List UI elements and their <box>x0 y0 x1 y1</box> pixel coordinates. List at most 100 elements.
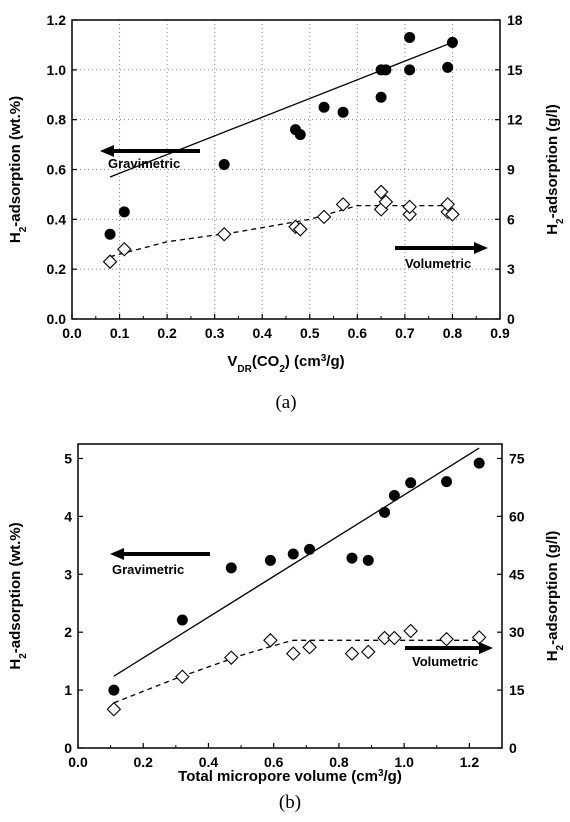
volumetric-point <box>360 644 376 660</box>
gravimetric-point <box>104 228 116 240</box>
gravimetric-point <box>225 562 237 574</box>
y-right-tick-label: 30 <box>509 624 525 640</box>
gravimetric-point <box>404 31 416 43</box>
volumetric-point <box>403 623 418 639</box>
volumetric-arrow-head <box>474 242 488 254</box>
volumetric-point <box>175 669 190 685</box>
volumetric-fit-line <box>113 639 480 704</box>
volumetric-point <box>445 207 460 222</box>
volumetric-point <box>378 194 394 210</box>
volumetric-label: Volumetric <box>405 256 471 271</box>
volumetric-arrow-head <box>479 642 493 654</box>
y-right-axis-label: H2-adsorption (g/l) <box>544 531 566 662</box>
y-left-tick-label: 0.4 <box>47 211 67 227</box>
volumetric-fit-line <box>109 204 453 258</box>
y-left-tick-label: 0.6 <box>47 162 67 178</box>
y-right-tick-label: 0 <box>507 311 515 327</box>
x-axis-label: Total micropore volume (cm3/g) <box>178 768 402 786</box>
gravimetric-point <box>405 477 417 489</box>
volumetric-point <box>292 222 308 237</box>
volumetric-point <box>106 701 122 717</box>
x-tick-label: 0.5 <box>300 325 320 341</box>
gravimetric-arrow-head <box>110 548 124 560</box>
gravimetric-point <box>218 159 230 171</box>
gravimetric-label: Gravimetric <box>112 562 184 577</box>
x-tick-label: 0.9 <box>490 325 510 341</box>
x-tick-label: 0.3 <box>205 325 225 341</box>
y-right-tick-label: 15 <box>509 682 525 698</box>
y-left-tick-label: 1.0 <box>47 62 67 78</box>
gravimetric-arrow-head <box>100 145 114 157</box>
y-right-tick-label: 6 <box>507 211 515 227</box>
volumetric-point <box>377 630 392 646</box>
gravimetric-point <box>264 554 276 566</box>
y-left-axis-label: H2-adsorption (wt.%) <box>7 96 29 243</box>
x-tick-label: 0.2 <box>133 754 153 770</box>
volumetric-point <box>335 197 351 212</box>
gravimetric-point <box>388 490 400 502</box>
x-tick-label: 1.2 <box>460 754 480 770</box>
y-right-tick-label: 45 <box>509 566 525 582</box>
gravimetric-point <box>346 552 358 564</box>
x-tick-label: 0.6 <box>264 754 284 770</box>
gravimetric-point <box>294 129 306 141</box>
y-left-tick-label: 5 <box>64 450 72 466</box>
y-right-tick-label: 60 <box>509 508 525 524</box>
y-right-tick-label: 75 <box>509 450 525 466</box>
y-left-tick-label: 4 <box>64 508 72 524</box>
volumetric-point <box>439 631 454 647</box>
y-right-tick-label: 0 <box>509 740 517 756</box>
volumetric-point <box>263 633 278 648</box>
x-tick-label: 0.0 <box>62 325 82 341</box>
volumetric-point <box>471 630 487 645</box>
y-right-tick-label: 12 <box>507 112 523 128</box>
x-tick-label: 0.2 <box>157 325 177 341</box>
y-left-axis-label: H2-adsorption (wt.%) <box>7 522 29 669</box>
y-right-axis-label: H2-adsorption (g/l) <box>544 104 566 235</box>
x-tick-label: 0.6 <box>348 325 368 341</box>
y-left-tick-label: 2 <box>64 624 72 640</box>
gravimetric-point <box>108 684 120 696</box>
y-right-tick-label: 18 <box>507 12 523 28</box>
gravimetric-point <box>304 543 316 555</box>
volumetric-point <box>102 254 118 269</box>
volumetric-point <box>344 646 360 661</box>
y-left-tick-label: 1 <box>64 682 72 698</box>
volumetric-point <box>373 184 389 200</box>
x-tick-label: 0.0 <box>68 754 88 770</box>
x-tick-label: 0.7 <box>395 325 415 341</box>
volumetric-point <box>117 241 132 257</box>
gravimetric-point <box>404 64 416 76</box>
y-left-tick-label: 0.8 <box>47 112 67 128</box>
panel-caption: (a) <box>275 392 296 413</box>
gravimetric-point <box>446 36 458 48</box>
gravimetric-point <box>318 101 330 113</box>
y-right-tick-label: 9 <box>507 162 515 178</box>
volumetric-point <box>387 630 402 646</box>
y-left-tick-label: 3 <box>64 566 72 582</box>
gravimetric-point <box>441 476 453 488</box>
volumetric-point <box>402 199 417 215</box>
x-tick-label: 1.0 <box>394 754 414 770</box>
volumetric-point <box>302 639 317 655</box>
volumetric-label: Volumetric <box>412 654 478 669</box>
plot-frame <box>77 443 503 749</box>
volumetric-point <box>402 207 417 222</box>
x-tick-label: 0.8 <box>443 325 463 341</box>
x-axis-label: VDR(CO2) (cm3/g) <box>227 353 344 375</box>
volumetric-point <box>316 209 332 225</box>
panel-b: 0.0 0.2 0.4 0.6 0.8 1.0 1.201234501530456075Gr… <box>7 443 566 813</box>
gravimetric-point <box>379 506 391 518</box>
gravimetric-point <box>473 457 485 469</box>
panel-caption: (b) <box>279 792 301 813</box>
x-tick-label: 0.8 <box>329 754 349 770</box>
gravimetric-point <box>380 64 392 76</box>
x-tick-label: 0.4 <box>252 325 272 341</box>
gravimetric-point <box>375 91 387 103</box>
x-tick-label: 0.4 <box>199 754 219 770</box>
y-right-tick-label: 3 <box>507 261 515 277</box>
y-left-tick-label: 0.2 <box>47 261 67 277</box>
gravimetric-point <box>287 548 299 560</box>
panel-a: 0.0 0.1 0.2 0.3 0.4 0.5 0.6 0.7 0.8 0.9 0.0 0.2 0.4 0… <box>7 12 566 413</box>
gravimetric-point <box>176 614 188 626</box>
